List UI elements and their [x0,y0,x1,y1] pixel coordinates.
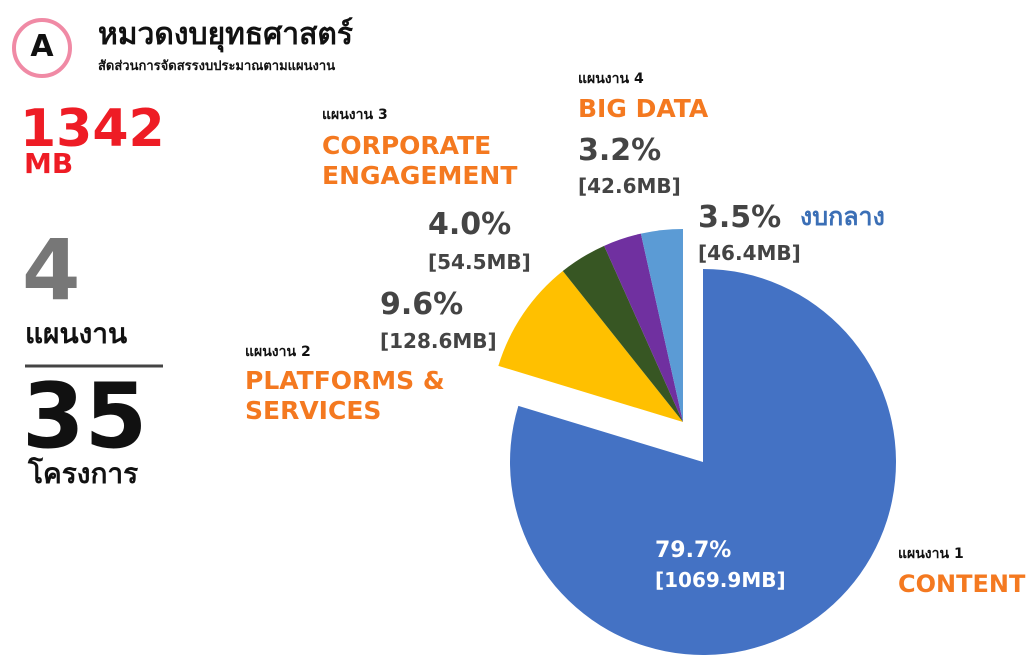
projects-label: โครงการ [28,457,139,490]
slice-plan: แผนงาน 1 [898,546,964,562]
slice-name: BIG DATA [578,94,709,123]
slice-mb: [54.5MB] [428,250,531,274]
slice-percent: 3.2% [578,133,662,168]
pie-slice [498,270,683,422]
slice-name: PLATFORMS & [245,366,445,395]
slice-percent: 3.5% [698,200,782,235]
slice-mb: [128.6MB] [380,329,497,353]
badge-letter: A [30,29,54,64]
slice-name: SERVICES [245,396,382,425]
plans-label: แผนงาน [25,317,128,350]
slice-mb: [46.4MB] [698,241,801,265]
badge-circle [12,18,72,78]
total-unit: MB [24,147,74,180]
projects-count: 35 [22,364,148,469]
total: 1342 [20,99,165,159]
slice-percent: 79.7% [655,538,732,563]
subtitle: สัดส่วนการจัดสรรงบประมาณตามแผนงาน [98,59,336,74]
slice-plan: แผนงาน 4 [578,71,644,87]
pie-slice [604,233,683,422]
pie-slice [640,229,683,422]
slice-percent: 9.6% [380,287,464,322]
pie-slice [562,245,683,422]
slice-plan: แผนงาน 3 [322,107,388,123]
slice-plan: แผนงาน 2 [245,344,311,360]
slice-name: CORPORATE [322,131,492,160]
title: หมวดงบยุทธศาสตร์ [98,17,354,52]
slice-name: ENGAGEMENT [322,161,518,190]
slice-percent: 4.0% [428,207,512,242]
slice-name: งบกลาง [800,202,885,231]
slice-mb: [42.6MB] [578,174,681,198]
slice-mb: [1069.9MB] [655,568,786,592]
pie-slice [509,269,896,655]
plans-count: 4 [22,221,81,319]
slice-name: CONTENT [898,570,1026,598]
